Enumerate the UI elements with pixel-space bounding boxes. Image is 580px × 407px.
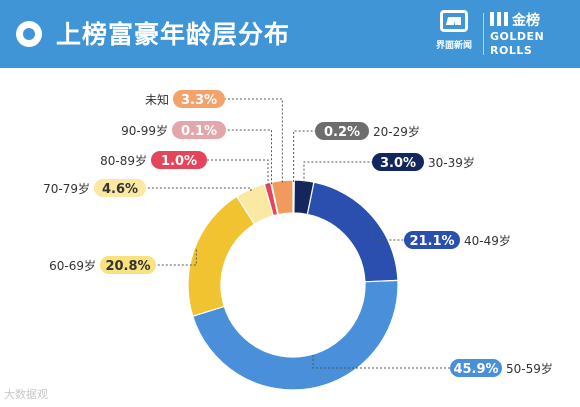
jiemian-logo: 界面新闻 (432, 10, 476, 51)
golden-rolls-logo-cn: 金榜 (512, 13, 540, 29)
value-label: 3.0% (380, 156, 416, 171)
category-label: 70-79岁 (43, 181, 90, 196)
value-label: 45.9% (453, 362, 498, 377)
category-label: 20-29岁 (373, 124, 420, 139)
golden-rolls-logo-en: GOLDEN ROLLS (490, 30, 544, 58)
value-badge (151, 151, 207, 169)
leader-line (303, 161, 372, 183)
donut-slice (191, 279, 399, 391)
value-label: 3.3% (181, 93, 217, 108)
category-label: 90-99岁 (121, 123, 168, 138)
chart-title: 上榜富豪年龄层分布 (56, 20, 291, 49)
donut-slice (187, 195, 256, 317)
category-label: 50-59岁 (506, 361, 553, 376)
jiemian-logo-icon (440, 10, 468, 32)
leader-line (370, 218, 404, 241)
slice-labels: 0.2% 20-29岁 3.0% 30-39岁 21.1% 40-49岁 45.9% 50-5… (43, 90, 553, 377)
leader-lines (146, 98, 450, 369)
golden-rolls-logo-icon (490, 12, 508, 26)
value-label: 4.6% (102, 182, 138, 197)
category-label: 80-89岁 (100, 153, 147, 168)
value-badge (173, 90, 225, 108)
value-badge (172, 121, 226, 139)
value-badge (450, 359, 502, 377)
watermark: 大数据观 (4, 388, 48, 401)
value-label: 1.0% (161, 154, 197, 169)
category-label: 60-69岁 (49, 258, 96, 273)
value-label: 21.1% (409, 234, 454, 249)
donut-slice (270, 179, 294, 216)
leader-line (225, 98, 283, 183)
value-badge (100, 256, 156, 274)
category-label: 未知 (145, 93, 169, 107)
leader-line (226, 129, 272, 185)
donut-slices (187, 179, 399, 391)
leader-line (293, 130, 315, 183)
value-label: 20.8% (105, 259, 150, 274)
jiemian-logo-text: 界面新闻 (435, 41, 472, 51)
category-label: 40-49岁 (464, 233, 511, 248)
title-bullet-icon (16, 21, 42, 47)
leader-line (146, 187, 252, 191)
value-badge (404, 231, 460, 249)
donut-slice (306, 181, 399, 283)
value-badge (94, 179, 146, 197)
golden-rolls-logo-en-1: GOLDEN (490, 30, 545, 43)
leader-line (156, 249, 197, 266)
leader-line (207, 159, 269, 186)
category-label: 30-39岁 (428, 155, 475, 170)
logo-divider (483, 13, 484, 55)
chart-header: 上榜富豪年龄层分布 界面新闻 金榜 GOLDEN ROLLS (0, 0, 580, 68)
value-label: 0.2% (324, 125, 360, 140)
leader-line (312, 355, 450, 369)
value-badge (372, 153, 424, 171)
golden-rolls-logo-en-2: ROLLS (490, 44, 533, 57)
value-label: 0.1% (181, 124, 217, 139)
value-badge (315, 122, 369, 140)
